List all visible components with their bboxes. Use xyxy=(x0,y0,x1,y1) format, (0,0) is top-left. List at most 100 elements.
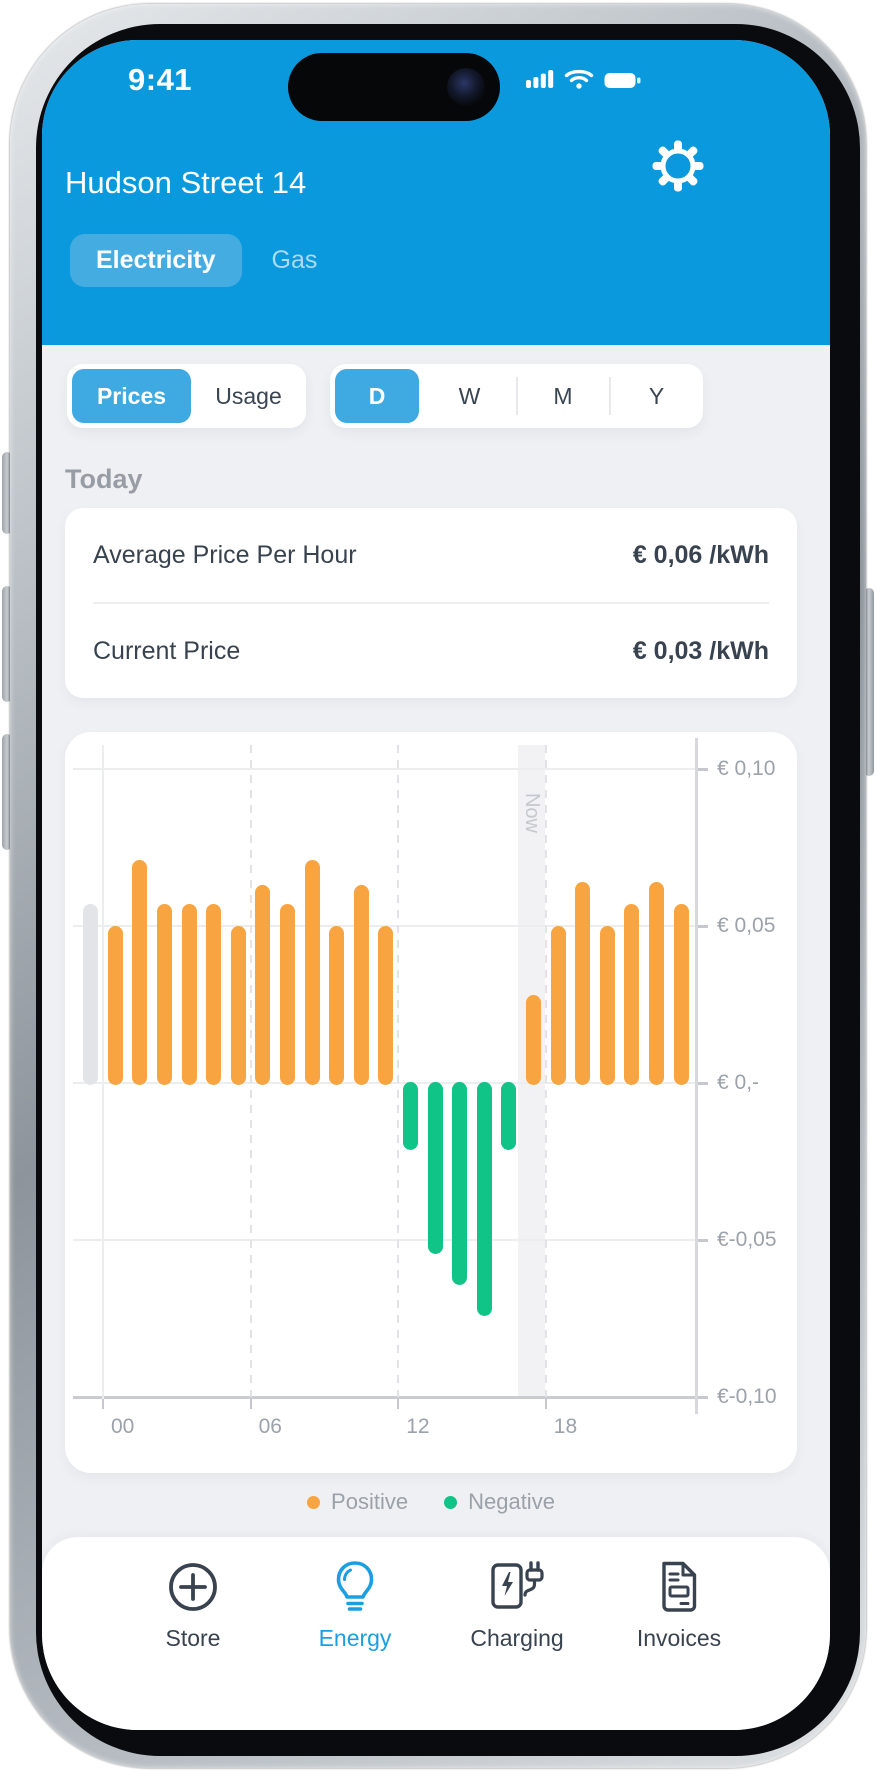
legend-dot-icon xyxy=(307,1495,321,1509)
volume-down-button xyxy=(2,734,12,850)
segment-week[interactable]: W xyxy=(458,382,481,409)
y-gridline xyxy=(73,1396,695,1399)
price-bar xyxy=(206,904,222,1085)
price-bar xyxy=(329,926,345,1085)
price-bar xyxy=(83,904,99,1085)
circle-plus-icon xyxy=(167,1559,219,1615)
y-gridline xyxy=(73,768,695,770)
segment-prices[interactable]: Prices xyxy=(72,369,191,423)
price-bar xyxy=(378,926,394,1085)
legend-label: Positive xyxy=(331,1489,409,1514)
y-axis-tick xyxy=(695,1082,708,1085)
x-axis-tick xyxy=(102,1399,104,1409)
dynamic-island xyxy=(288,53,500,121)
price-bar xyxy=(132,860,148,1085)
segment-divider xyxy=(609,377,611,415)
period-segmented-control: D W M Y xyxy=(330,364,703,428)
action-button xyxy=(2,452,12,534)
page-title: Hudson Street 14 xyxy=(65,164,307,200)
signal-strength-icon xyxy=(526,67,554,94)
price-bar xyxy=(476,1082,492,1317)
stat-row-current: Current Price € 0,03 /kWh xyxy=(93,604,769,698)
segment-month[interactable]: M xyxy=(553,382,573,409)
status-time: 9:41 xyxy=(128,62,193,97)
front-camera-icon xyxy=(447,68,485,106)
price-bar xyxy=(550,926,566,1085)
legend-dot-icon xyxy=(444,1495,458,1509)
price-bar xyxy=(599,926,615,1085)
chart-legend: Positive Negative xyxy=(65,1489,797,1515)
volume-up-button xyxy=(2,586,12,702)
price-bar xyxy=(255,885,271,1085)
price-chart-plot: € 0,10 € 0,05 € 0,- €-0,05 €-0,10 00 06 12 18 Now xyxy=(65,732,797,1473)
segment-year[interactable]: Y xyxy=(648,382,665,409)
stat-label: Current Price xyxy=(93,636,241,665)
y-gridline xyxy=(73,1239,695,1241)
x-axis-label: 12 xyxy=(406,1415,430,1438)
y-axis-label: €-0,10 xyxy=(717,1385,777,1408)
section-title: Today xyxy=(65,464,143,494)
x-axis-tick xyxy=(397,1399,400,1409)
x-axis-tick xyxy=(544,1399,547,1409)
nav-item-energy[interactable]: Energy xyxy=(289,1559,421,1730)
x-gridline xyxy=(544,745,547,1397)
price-bar xyxy=(304,860,320,1085)
stat-row-average: Average Price Per Hour € 0,06 /kWh xyxy=(93,508,769,602)
status-icons xyxy=(526,67,641,94)
price-bar xyxy=(649,882,664,1085)
price-bar xyxy=(353,885,369,1085)
bottom-navigation: Store Energy xyxy=(42,1537,830,1730)
price-bar xyxy=(403,1082,418,1150)
y-axis-label: € 0,05 xyxy=(717,914,776,937)
y-axis-tick xyxy=(695,1396,708,1399)
x-axis-label: 06 xyxy=(258,1415,282,1438)
tab-gas[interactable]: Gas xyxy=(271,246,318,274)
nav-label: Charging xyxy=(470,1625,564,1651)
y-axis-label: € 0,- xyxy=(717,1071,760,1094)
nav-label: Invoices xyxy=(636,1625,722,1651)
x-axis-tick xyxy=(249,1399,252,1409)
battery-icon xyxy=(604,72,641,94)
app-screen: 9:41 xyxy=(42,40,830,1730)
nav-label: Energy xyxy=(318,1625,392,1651)
segment-usage[interactable]: Usage xyxy=(215,382,282,409)
y-axis-line xyxy=(695,738,698,1414)
app-header: 9:41 xyxy=(42,40,830,345)
y-axis-label: € 0,10 xyxy=(717,757,776,780)
price-bar xyxy=(427,1082,443,1254)
x-gridline xyxy=(249,745,252,1397)
price-bar xyxy=(452,1082,468,1285)
nav-label: Store xyxy=(165,1625,221,1651)
price-chart-card: € 0,10 € 0,05 € 0,- €-0,05 €-0,10 00 06 12 18 Now xyxy=(65,732,797,1473)
nav-item-invoices[interactable]: Invoices xyxy=(613,1559,745,1730)
invoice-icon xyxy=(657,1559,701,1615)
now-label: Now xyxy=(520,792,543,833)
price-bar xyxy=(230,926,246,1085)
price-stats-card: Average Price Per Hour € 0,06 /kWh Curre… xyxy=(65,508,797,698)
power-button xyxy=(864,588,874,776)
price-bar xyxy=(280,904,295,1085)
y-axis-tick xyxy=(695,1239,708,1242)
phone-frame: 9:41 xyxy=(10,4,866,1768)
x-axis-label: 00 xyxy=(111,1415,135,1438)
fuel-type-tabs: Electricity Gas xyxy=(70,234,321,287)
price-bar xyxy=(181,904,197,1085)
price-bar xyxy=(157,904,172,1085)
tab-electricity[interactable]: Electricity xyxy=(70,234,242,287)
settings-gear-icon[interactable] xyxy=(650,138,706,194)
stat-value: € 0,06 /kWh xyxy=(632,540,769,569)
segment-divider xyxy=(515,377,518,415)
lightbulb-icon xyxy=(332,1559,378,1615)
segment-day[interactable]: D xyxy=(335,369,419,423)
x-gridline xyxy=(397,745,400,1397)
price-bar xyxy=(107,926,123,1085)
plot-left-edge xyxy=(102,745,104,1399)
nav-item-store[interactable]: Store xyxy=(127,1559,259,1730)
legend-label: Negative xyxy=(468,1489,555,1514)
stat-label: Average Price Per Hour xyxy=(93,540,357,569)
nav-item-charging[interactable]: Charging xyxy=(451,1559,583,1730)
y-axis-tick xyxy=(695,925,708,928)
metric-segmented-control: Prices Usage xyxy=(67,364,306,428)
price-bar xyxy=(673,904,689,1085)
wifi-icon xyxy=(564,67,594,94)
